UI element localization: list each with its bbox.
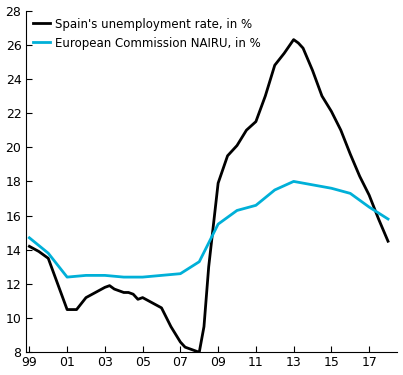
European Commission NAIRU, in % <box>102 273 107 278</box>
Spain's unemployment rate, in % <box>301 46 305 50</box>
European Commission NAIRU, in % <box>197 260 202 264</box>
Spain's unemployment rate, in % <box>320 94 324 98</box>
Spain's unemployment rate, in % <box>27 244 32 249</box>
Spain's unemployment rate, in % <box>329 109 334 114</box>
European Commission NAIRU, in % <box>46 251 51 255</box>
Spain's unemployment rate, in % <box>282 51 287 56</box>
Spain's unemployment rate, in % <box>296 41 301 45</box>
Spain's unemployment rate, in % <box>235 143 239 148</box>
Spain's unemployment rate, in % <box>339 128 343 132</box>
Spain's unemployment rate, in % <box>187 346 192 351</box>
European Commission NAIRU, in % <box>159 273 164 278</box>
Spain's unemployment rate, in % <box>183 345 187 350</box>
Spain's unemployment rate, in % <box>46 256 51 261</box>
Spain's unemployment rate, in % <box>216 181 220 185</box>
Spain's unemployment rate, in % <box>178 340 183 344</box>
Line: European Commission NAIRU, in %: European Commission NAIRU, in % <box>29 182 388 277</box>
European Commission NAIRU, in % <box>178 272 183 276</box>
Spain's unemployment rate, in % <box>150 300 154 305</box>
Spain's unemployment rate, in % <box>168 324 173 329</box>
Spain's unemployment rate, in % <box>272 63 277 68</box>
Spain's unemployment rate, in % <box>131 292 135 296</box>
Spain's unemployment rate, in % <box>65 307 70 312</box>
European Commission NAIRU, in % <box>367 205 372 209</box>
Spain's unemployment rate, in % <box>140 296 145 300</box>
European Commission NAIRU, in % <box>121 275 126 279</box>
Spain's unemployment rate, in % <box>253 119 258 124</box>
European Commission NAIRU, in % <box>27 236 32 240</box>
Spain's unemployment rate, in % <box>197 350 202 354</box>
Spain's unemployment rate, in % <box>202 324 206 329</box>
Spain's unemployment rate, in % <box>107 284 112 288</box>
Spain's unemployment rate, in % <box>291 38 296 42</box>
Spain's unemployment rate, in % <box>102 285 107 290</box>
Line: Spain's unemployment rate, in %: Spain's unemployment rate, in % <box>29 40 388 352</box>
European Commission NAIRU, in % <box>235 208 239 213</box>
European Commission NAIRU, in % <box>348 191 353 196</box>
European Commission NAIRU, in % <box>386 217 391 221</box>
Spain's unemployment rate, in % <box>376 217 381 221</box>
European Commission NAIRU, in % <box>140 275 145 279</box>
Spain's unemployment rate, in % <box>225 153 230 158</box>
Spain's unemployment rate, in % <box>116 288 121 293</box>
Spain's unemployment rate, in % <box>348 152 353 156</box>
Spain's unemployment rate, in % <box>367 193 372 197</box>
Spain's unemployment rate, in % <box>263 94 268 98</box>
European Commission NAIRU, in % <box>291 179 296 184</box>
Spain's unemployment rate, in % <box>83 296 88 300</box>
Spain's unemployment rate, in % <box>206 265 211 269</box>
Spain's unemployment rate, in % <box>126 290 131 295</box>
European Commission NAIRU, in % <box>216 222 220 226</box>
Spain's unemployment rate, in % <box>159 306 164 310</box>
Spain's unemployment rate, in % <box>121 290 126 295</box>
Spain's unemployment rate, in % <box>192 348 197 353</box>
Spain's unemployment rate, in % <box>112 287 117 291</box>
Spain's unemployment rate, in % <box>135 297 140 302</box>
Spain's unemployment rate, in % <box>244 128 249 132</box>
Legend: Spain's unemployment rate, in %, European Commission NAIRU, in %: Spain's unemployment rate, in %, Europea… <box>29 14 264 53</box>
European Commission NAIRU, in % <box>272 188 277 192</box>
European Commission NAIRU, in % <box>253 203 258 208</box>
Spain's unemployment rate, in % <box>55 282 60 286</box>
Spain's unemployment rate, in % <box>310 68 315 73</box>
Spain's unemployment rate, in % <box>93 290 98 295</box>
Spain's unemployment rate, in % <box>386 239 391 243</box>
Spain's unemployment rate, in % <box>357 174 362 178</box>
European Commission NAIRU, in % <box>83 273 88 278</box>
European Commission NAIRU, in % <box>65 275 70 279</box>
European Commission NAIRU, in % <box>310 183 315 187</box>
Spain's unemployment rate, in % <box>74 307 79 312</box>
European Commission NAIRU, in % <box>329 186 334 190</box>
Spain's unemployment rate, in % <box>36 249 41 254</box>
